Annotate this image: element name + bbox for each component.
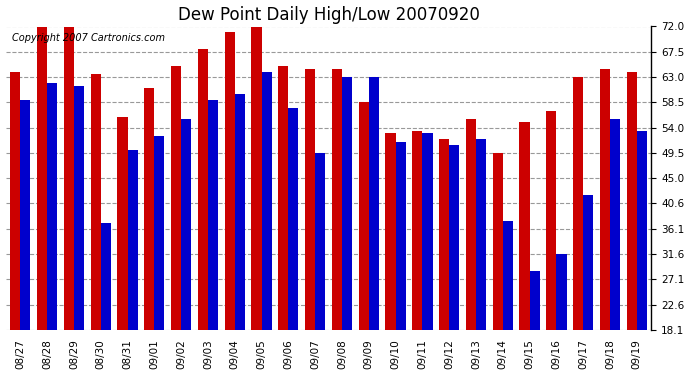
Bar	[101, 224, 111, 330]
Bar	[583, 195, 593, 330]
Bar	[342, 77, 352, 330]
Bar	[422, 134, 433, 330]
Bar	[278, 66, 288, 330]
Bar	[385, 134, 395, 330]
Bar	[74, 86, 84, 330]
Bar	[251, 27, 262, 330]
Bar	[10, 72, 20, 330]
Bar	[262, 72, 272, 330]
Bar	[520, 122, 529, 330]
Bar	[128, 150, 138, 330]
Bar	[395, 142, 406, 330]
Bar	[144, 88, 155, 330]
Bar	[503, 220, 513, 330]
Bar	[449, 145, 460, 330]
Bar	[573, 77, 583, 330]
Bar	[171, 66, 181, 330]
Title: Dew Point Daily High/Low 20070920: Dew Point Daily High/Low 20070920	[177, 6, 480, 24]
Bar	[546, 111, 556, 330]
Bar	[315, 153, 325, 330]
Bar	[637, 130, 647, 330]
Bar	[181, 119, 191, 330]
Bar	[63, 27, 74, 330]
Bar	[90, 74, 101, 330]
Bar	[37, 27, 47, 330]
Bar	[610, 119, 620, 330]
Bar	[439, 139, 449, 330]
Bar	[117, 117, 128, 330]
Bar	[466, 119, 476, 330]
Bar	[627, 72, 637, 330]
Bar	[368, 77, 379, 330]
Bar	[359, 102, 368, 330]
Bar	[412, 130, 422, 330]
Bar	[529, 272, 540, 330]
Bar	[155, 136, 164, 330]
Bar	[224, 32, 235, 330]
Bar	[288, 108, 299, 330]
Text: Copyright 2007 Cartronics.com: Copyright 2007 Cartronics.com	[12, 33, 165, 43]
Bar	[332, 69, 342, 330]
Bar	[493, 153, 503, 330]
Bar	[47, 83, 57, 330]
Bar	[305, 69, 315, 330]
Bar	[235, 94, 245, 330]
Bar	[20, 100, 30, 330]
Bar	[556, 254, 566, 330]
Bar	[198, 49, 208, 330]
Bar	[476, 139, 486, 330]
Bar	[600, 69, 610, 330]
Bar	[208, 100, 218, 330]
